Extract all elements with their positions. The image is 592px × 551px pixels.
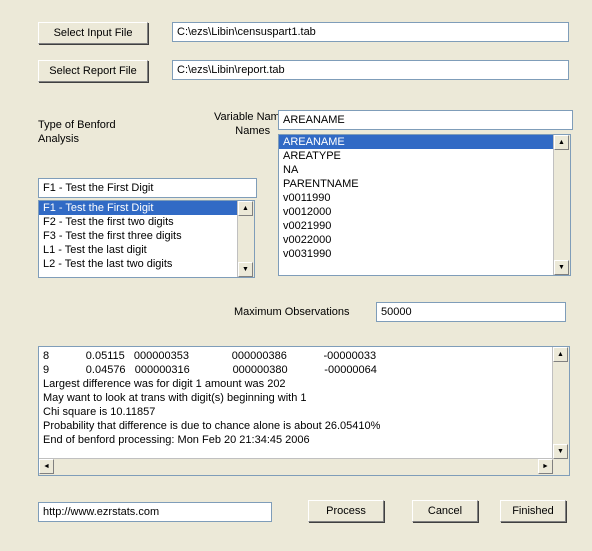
scroll-up-icon[interactable]: ▲ — [553, 347, 568, 362]
output-line: Chi square is 10.11857 — [39, 405, 553, 419]
output-line: End of benford processing: Mon Feb 20 21… — [39, 433, 553, 447]
url-field[interactable] — [38, 502, 272, 522]
variable-list-item[interactable]: NA — [279, 163, 554, 177]
max-observations-label: Maximum Observations — [234, 306, 350, 318]
scroll-up-icon[interactable]: ▲ — [554, 135, 569, 150]
scroll-up-icon[interactable]: ▲ — [238, 201, 253, 216]
output-hscrollbar[interactable]: ◄ ► — [39, 458, 553, 475]
analysis-list-item[interactable]: F3 - Test the first three digits — [39, 229, 238, 243]
process-button[interactable]: Process — [308, 500, 384, 522]
input-file-field[interactable] — [172, 22, 569, 42]
select-report-file-button[interactable]: Select Report File — [38, 60, 148, 82]
scroll-corner — [553, 459, 569, 475]
output-line: 8 0.05115 000000353 000000386 -00000033 — [39, 349, 553, 363]
output-vscrollbar[interactable]: ▲ ▼ — [552, 347, 569, 459]
variable-list-item[interactable]: v0012000 — [279, 205, 554, 219]
analysis-list-scrollbar[interactable]: ▲ ▼ — [237, 201, 254, 277]
analysis-list-item[interactable]: F2 - Test the first two digits — [39, 215, 238, 229]
variable-list-item[interactable]: v0011990 — [279, 191, 554, 205]
variable-list-item[interactable]: PARENTNAME — [279, 177, 554, 191]
cancel-button[interactable]: Cancel — [412, 500, 478, 522]
variable-list-item[interactable]: v0031990 — [279, 247, 554, 261]
variable-list-scrollbar[interactable]: ▲ ▼ — [553, 135, 570, 275]
report-file-field[interactable] — [172, 60, 569, 80]
select-input-file-button[interactable]: Select Input File — [38, 22, 148, 44]
analysis-list-item[interactable]: F1 - Test the First Digit — [39, 201, 238, 215]
scroll-right-icon[interactable]: ► — [538, 459, 553, 474]
scroll-down-icon[interactable]: ▼ — [553, 444, 568, 459]
variable-list-item[interactable]: AREATYPE — [279, 149, 554, 163]
variable-selected-field[interactable] — [278, 110, 573, 130]
variable-names-listbox[interactable]: AREANAMEAREATYPENAPARENTNAMEv0011990v001… — [278, 134, 571, 276]
variable-list-item[interactable]: v0022000 — [279, 233, 554, 247]
max-observations-field[interactable] — [376, 302, 566, 322]
variable-list-item[interactable]: AREANAME — [279, 135, 554, 149]
scroll-left-icon[interactable]: ◄ — [39, 459, 54, 474]
analysis-selected-field[interactable] — [38, 178, 257, 198]
analysis-type-label: Type of Benford Analysis — [38, 118, 116, 146]
analysis-type-listbox[interactable]: F1 - Test the First DigitF2 - Test the f… — [38, 200, 255, 278]
output-line: Largest difference was for digit 1 amoun… — [39, 377, 553, 391]
output-textarea[interactable]: 8 0.05115 000000353 000000386 -000000339… — [38, 346, 570, 476]
scroll-down-icon[interactable]: ▼ — [238, 262, 253, 277]
output-line: May want to look at trans with digit(s) … — [39, 391, 553, 405]
analysis-list-item[interactable]: L2 - Test the last two digits — [39, 257, 238, 271]
output-line: Probability that difference is due to ch… — [39, 419, 553, 433]
variable-list-item[interactable]: v0021990 — [279, 219, 554, 233]
analysis-list-item[interactable]: L1 - Test the last digit — [39, 243, 238, 257]
output-line: 9 0.04576 000000316 000000380 -00000064 — [39, 363, 553, 377]
finished-button[interactable]: Finished — [500, 500, 566, 522]
scroll-down-icon[interactable]: ▼ — [554, 260, 569, 275]
